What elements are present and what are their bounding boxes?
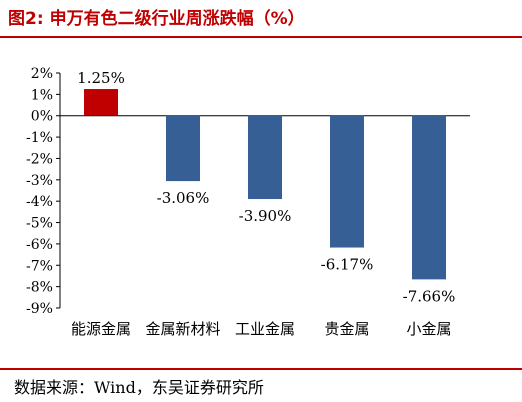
source-rule: [0, 368, 522, 370]
x-tick-label: 小金属: [406, 320, 451, 338]
y-tick-label: -8%: [26, 280, 53, 296]
data-label: -3.90%: [239, 207, 292, 225]
x-tick-label: 金属新材料: [145, 320, 220, 338]
x-tick-label: 工业金属: [235, 320, 295, 338]
source-note: 数据来源：Wind，东吴证券研究所: [14, 378, 264, 397]
figure-number: 图2:: [8, 9, 44, 29]
bar: [248, 115, 282, 200]
bar: [166, 115, 200, 182]
data-label: -6.17%: [321, 256, 374, 274]
y-tick-label: -6%: [26, 237, 53, 253]
x-tick-label: 贵金属: [324, 320, 369, 338]
figure-title-text: 申万有色二级行业周涨跌幅（%）: [49, 9, 305, 29]
y-tick-label: -9%: [26, 301, 53, 317]
y-tick-label: 2%: [31, 66, 53, 82]
y-tick-label: -7%: [26, 258, 53, 274]
y-tick-label: -2%: [26, 151, 53, 167]
bar: [412, 115, 446, 280]
bar: [330, 115, 364, 248]
y-tick-label: -4%: [26, 194, 53, 210]
y-tick-label: -5%: [26, 216, 53, 232]
bar-chart: 2% 1% 0% -1% -2% -3% -4% -5% -6% -7% -8% -9% 1.25% 能源…: [26, 66, 470, 338]
title-rule: [0, 36, 522, 38]
data-label: -3.06%: [157, 189, 210, 207]
bar: [84, 89, 118, 116]
data-label: -7.66%: [403, 287, 456, 305]
y-tick-label: 1%: [31, 87, 53, 103]
y-tick-label: 0%: [31, 109, 53, 125]
figure-title: 图2: 申万有色二级行业周涨跌幅（%）: [8, 4, 305, 29]
x-tick-label: 能源金属: [71, 320, 131, 338]
y-tick-label: -3%: [26, 173, 53, 189]
data-label: 1.25%: [77, 69, 125, 87]
y-tick-label: -1%: [26, 130, 53, 146]
